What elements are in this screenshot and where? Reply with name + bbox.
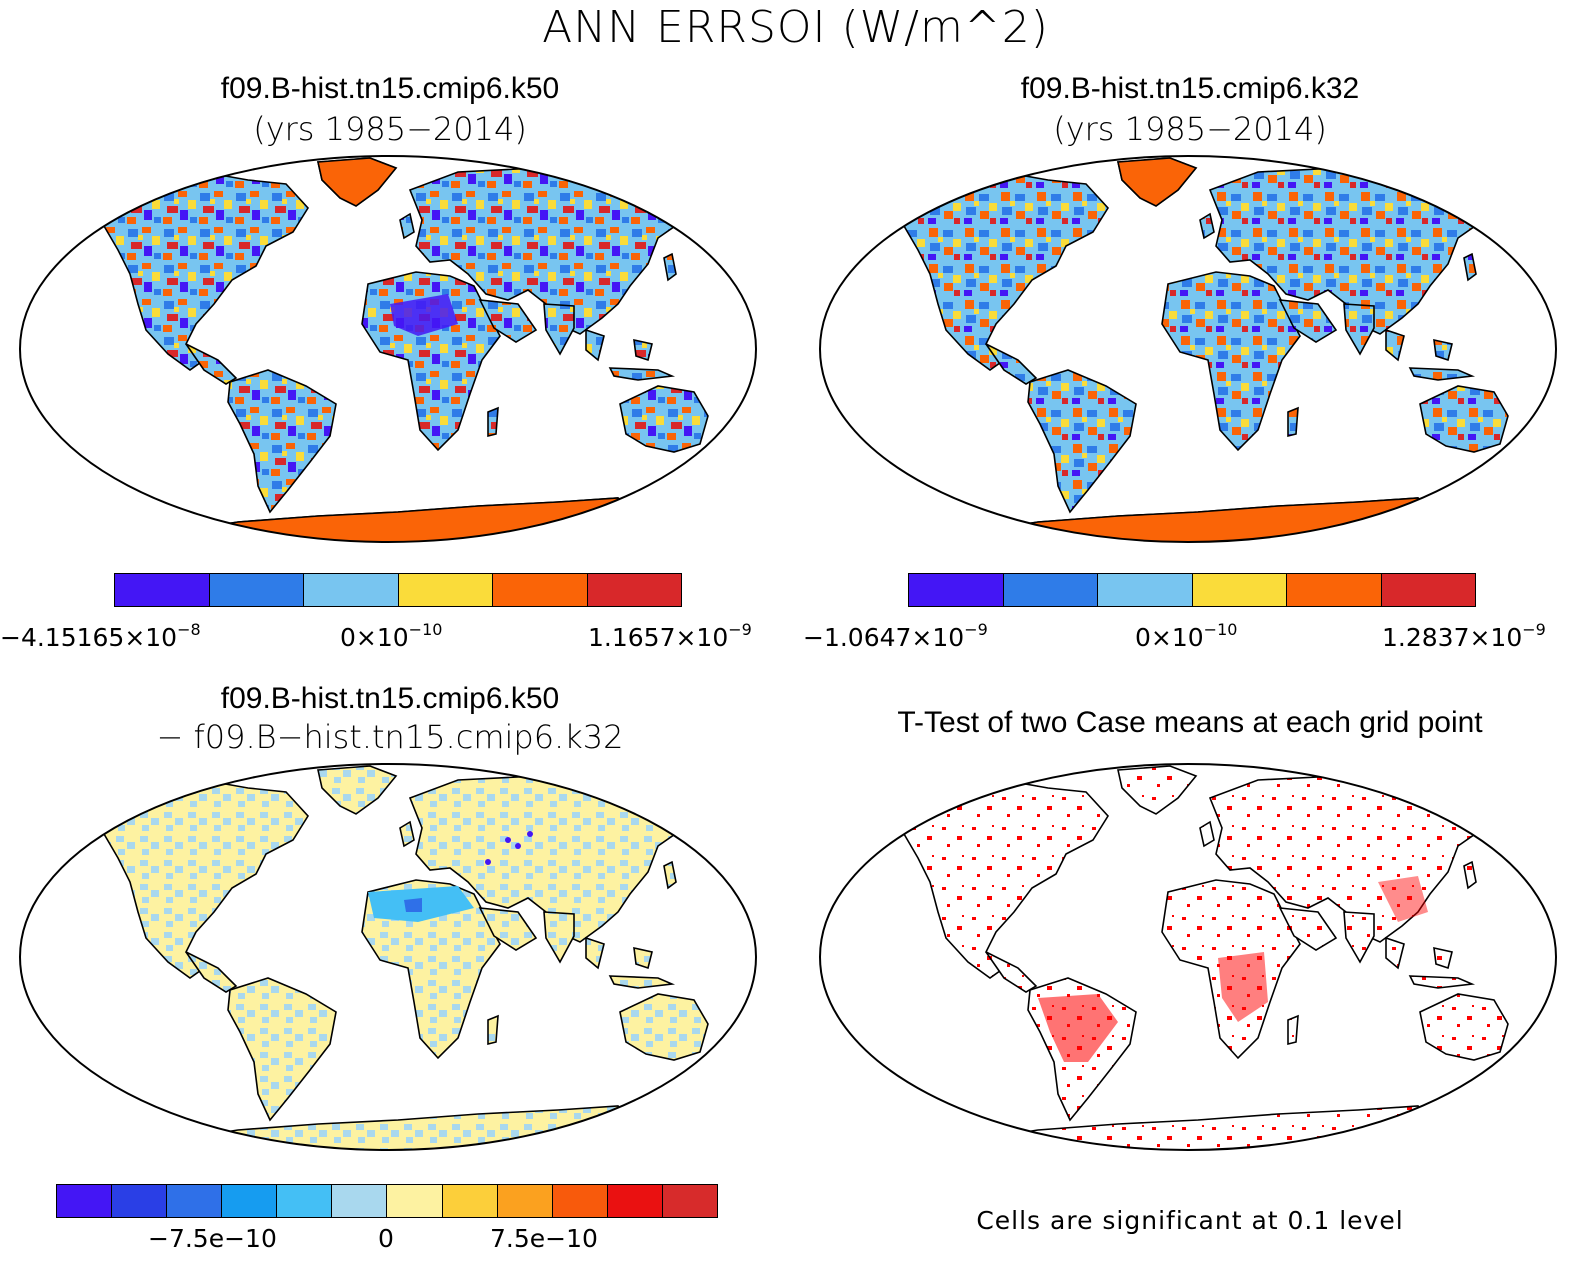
colorbar-swatch bbox=[662, 1185, 717, 1217]
colorbar-swatch bbox=[1003, 574, 1098, 606]
colorbar-swatch bbox=[552, 1185, 608, 1217]
colorbar-top-right bbox=[908, 573, 1476, 607]
panel-title-bottom-right: T-Test of two Case means at each grid po… bbox=[897, 706, 1483, 739]
colorbar-min-label: −1.0647×10−9 bbox=[803, 620, 988, 652]
colorbar-swatch bbox=[607, 1185, 663, 1217]
colorbar-top-left bbox=[114, 573, 682, 607]
colorbar-swatch bbox=[167, 1185, 223, 1217]
colorbar-tick-label: 7.5e−10 bbox=[490, 1224, 598, 1253]
colorbar-swatch bbox=[387, 1185, 443, 1217]
colorbar-swatch bbox=[209, 574, 304, 606]
map-top-left bbox=[19, 155, 757, 543]
panel-subtitle-bottom-left: − f09.B−hist.tn15.cmip6.k32 bbox=[156, 718, 624, 756]
panel-title-bottom-left: f09.B-hist.tn15.cmip6.k50 bbox=[220, 682, 560, 715]
panel-subtitle-top-left: (yrs 1985−2014) bbox=[253, 110, 527, 148]
colorbar-swatch bbox=[332, 1185, 388, 1217]
colorbar-swatch bbox=[587, 574, 681, 606]
colorbar-tick-label: −7.5e−10 bbox=[148, 1224, 277, 1253]
colorbar-tick-label: 0 bbox=[378, 1224, 394, 1253]
colorbar-swatch bbox=[1287, 574, 1382, 606]
colorbar-bottom-left bbox=[56, 1184, 718, 1218]
colorbar-swatch bbox=[112, 1185, 168, 1217]
colorbar-swatch bbox=[277, 1185, 333, 1217]
colorbar-swatch bbox=[497, 1185, 553, 1217]
colorbar-swatch bbox=[1192, 574, 1287, 606]
colorbar-swatch bbox=[442, 1185, 498, 1217]
colorbar-swatch bbox=[304, 574, 399, 606]
significance-note: Cells are significant at 0.1 level bbox=[976, 1206, 1404, 1235]
colorbar-swatch bbox=[57, 1185, 113, 1217]
map-bottom-right bbox=[819, 763, 1557, 1151]
map-top-right bbox=[819, 155, 1557, 543]
colorbar-max-label: 1.1657×10−9 bbox=[588, 620, 752, 652]
panel-title-top-right: f09.B-hist.tn15.cmip6.k32 bbox=[1020, 72, 1360, 105]
colorbar-swatch bbox=[115, 574, 210, 606]
colorbar-swatch bbox=[493, 574, 588, 606]
colorbar-swatch bbox=[909, 574, 1004, 606]
colorbar-max-label: 1.2837×10−9 bbox=[1382, 620, 1546, 652]
colorbar-min-label: −4.15165×10−8 bbox=[0, 620, 201, 652]
colorbar-swatch bbox=[222, 1185, 278, 1217]
colorbar-mid-label: 0×10−10 bbox=[340, 620, 443, 652]
colorbar-swatch bbox=[1098, 574, 1193, 606]
colorbar-swatch bbox=[1381, 574, 1475, 606]
map-bottom-left bbox=[19, 763, 757, 1151]
colorbar-mid-label: 0×10−10 bbox=[1135, 620, 1238, 652]
figure-title: ANN ERRSOI (W/m^2) bbox=[542, 2, 1049, 53]
panel-subtitle-top-right: (yrs 1985−2014) bbox=[1053, 110, 1327, 148]
panel-title-top-left: f09.B-hist.tn15.cmip6.k50 bbox=[220, 72, 560, 105]
colorbar-swatch bbox=[398, 574, 493, 606]
